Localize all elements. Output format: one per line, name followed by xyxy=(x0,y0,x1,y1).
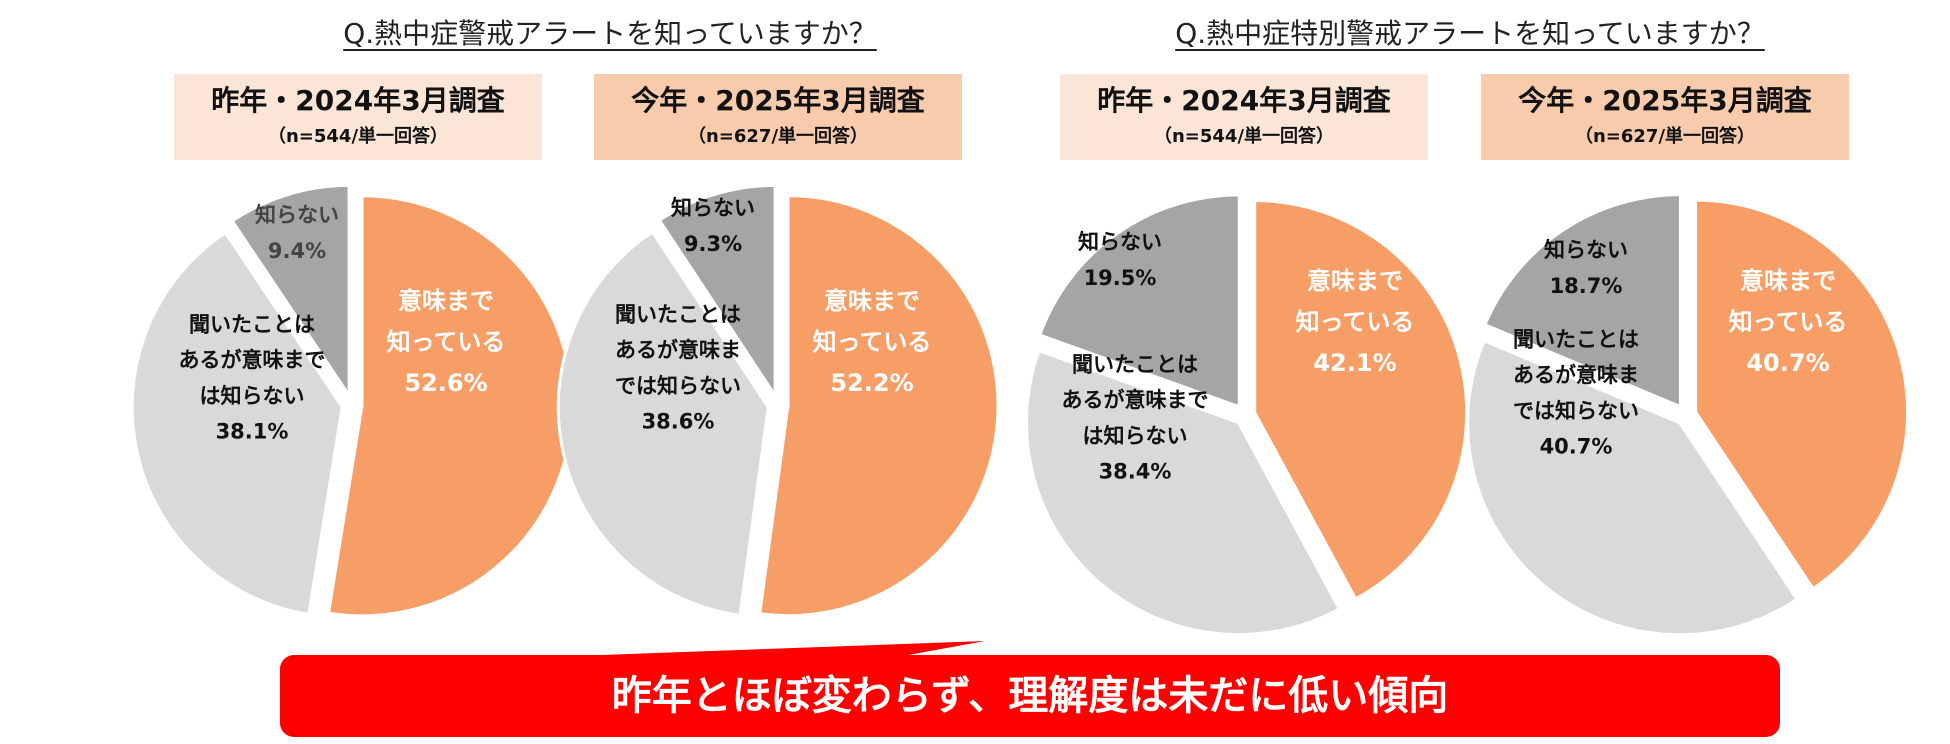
pie-label-line: あるが意味まで xyxy=(179,348,326,372)
pie-label-line: 聞いたことは xyxy=(615,302,741,326)
pie-label-line: は知らない xyxy=(1083,424,1188,448)
question-title-2: Q.熱中症特別警戒アラートを知っていますか？ xyxy=(1175,17,1765,50)
pie-label-know-meaning: 意味まで知っている 52.2% xyxy=(813,287,932,397)
pie-label-line: 知らない xyxy=(1078,230,1162,254)
survey-header-sub: （n=544/単一回答） xyxy=(267,126,449,147)
pie-label-dont-know: 知らない 9.4% xyxy=(255,203,339,263)
pie-label-line: 52.6% xyxy=(404,369,487,397)
pie-label-line: 42.1% xyxy=(1313,349,1396,377)
pie-label-line: あるが意味まで xyxy=(1062,388,1209,412)
pie-label-line: 知っている xyxy=(1296,308,1415,336)
pie-label-dont-know: 知らない 18.7% xyxy=(1544,238,1628,298)
pie-label-line: 9.4% xyxy=(268,239,326,263)
pie-label-line: 意味まで xyxy=(1740,267,1836,295)
pie-label-line: 知っている xyxy=(813,328,932,356)
pie-label-line: 知らない xyxy=(671,196,755,220)
pie-label-line: 38.4% xyxy=(1099,460,1172,484)
pie-label-know-meaning: 意味まで知っている 40.7% xyxy=(1729,267,1848,377)
pie-label-line: 38.6% xyxy=(642,410,715,434)
conclusion-banner xyxy=(280,655,1780,737)
pie-label-know-meaning: 意味まで知っている 52.6% xyxy=(387,287,506,397)
pie-slice-know-meaning xyxy=(758,194,1000,618)
survey-header-sub: （n=627/単一回答） xyxy=(687,126,869,147)
pie-label-line: 40.7% xyxy=(1746,349,1829,377)
pie-label-line: 38.1% xyxy=(216,420,289,444)
question-title-1: Q.熱中症警戒アラートを知っていますか？ xyxy=(343,17,877,50)
pie-label-line: 意味まで xyxy=(398,287,494,315)
pie-slice-dont-know xyxy=(1037,193,1241,409)
survey-header-sub: （n=544/単一回答） xyxy=(1153,126,1335,147)
pie-label-line: あるが意味ま xyxy=(615,338,741,362)
pie-label-line: 19.5% xyxy=(1084,266,1157,290)
survey-header-2024-q1: 昨年・2024年3月調査 （n=544/単一回答） xyxy=(174,74,542,160)
pie-slice-heard-only xyxy=(130,230,344,617)
pie-label-line: では知らない xyxy=(1513,399,1639,423)
pie-slice-know-meaning xyxy=(1694,198,1910,591)
survey-header-title: 今年・2025年3月調査 xyxy=(631,84,925,117)
pie-label-heard-only: 聞いたことはあるが意味までは知らない 38.4% xyxy=(1062,352,1209,483)
pie-label-line: は知らない xyxy=(200,384,305,408)
pie-slice-heard-only xyxy=(1466,338,1800,637)
pie-label-dont-know: 知らない 19.5% xyxy=(1078,230,1162,290)
pie-slice-dont-know xyxy=(230,183,351,401)
pie-label-heard-only: 聞いたことはあるが意味までは知らない 38.6% xyxy=(615,302,741,433)
pie-label-line: あるが意味ま xyxy=(1513,363,1639,387)
pie-label-line: 意味まで xyxy=(824,287,920,315)
pie-label-heard-only: 聞いたことはあるが意味までは知らない 38.1% xyxy=(179,312,326,443)
survey-header-2025-q2: 今年・2025年3月調査 （n=627/単一回答） xyxy=(1481,74,1849,160)
pie-label-line: 聞いたことは xyxy=(189,312,315,336)
conclusion-banner-text: 昨年とほぼ変わらず、理解度は未だに低い傾向 xyxy=(611,673,1449,719)
pie-label-line: 52.2% xyxy=(830,369,913,397)
pie-slice-dont-know xyxy=(1482,193,1682,409)
pie-slice-dont-know xyxy=(657,183,777,401)
pie-slice-heard-only xyxy=(1024,348,1342,637)
pie-label-line: では知らない xyxy=(615,374,741,398)
survey-header-title: 昨年・2024年3月調査 xyxy=(211,84,505,117)
pie-label-line: 40.7% xyxy=(1540,435,1613,459)
pie-slice-heard-only xyxy=(556,229,770,618)
pie-label-line: 9.3% xyxy=(684,232,742,256)
pie-label-line: 聞いたことは xyxy=(1072,352,1198,376)
survey-header-sub: （n=627/単一回答） xyxy=(1574,126,1756,147)
pie-label-know-meaning: 意味まで知っている 42.1% xyxy=(1296,267,1415,377)
survey-header-title: 昨年・2024年3月調査 xyxy=(1097,84,1391,117)
pie-label-dont-know: 知らない 9.3% xyxy=(671,196,755,256)
pie-label-line: 知っている xyxy=(387,328,506,356)
pie-label-line: 意味まで xyxy=(1307,267,1403,295)
pie-label-line: 知っている xyxy=(1729,308,1848,336)
survey-header-title: 今年・2025年3月調査 xyxy=(1518,84,1812,117)
pie-label-line: 18.7% xyxy=(1550,274,1623,298)
pie-slice-know-meaning xyxy=(1253,199,1469,601)
survey-header-2024-q2: 昨年・2024年3月調査 （n=544/単一回答） xyxy=(1060,74,1428,160)
pie-label-line: 知らない xyxy=(255,203,339,227)
survey-header-2025-q1: 今年・2025年3月調査 （n=627/単一回答） xyxy=(594,74,962,160)
pie-label-heard-only: 聞いたことはあるが意味までは知らない 40.7% xyxy=(1513,327,1639,458)
pie-label-line: 知らない xyxy=(1544,238,1628,262)
pie-label-line: 聞いたことは xyxy=(1513,327,1639,351)
